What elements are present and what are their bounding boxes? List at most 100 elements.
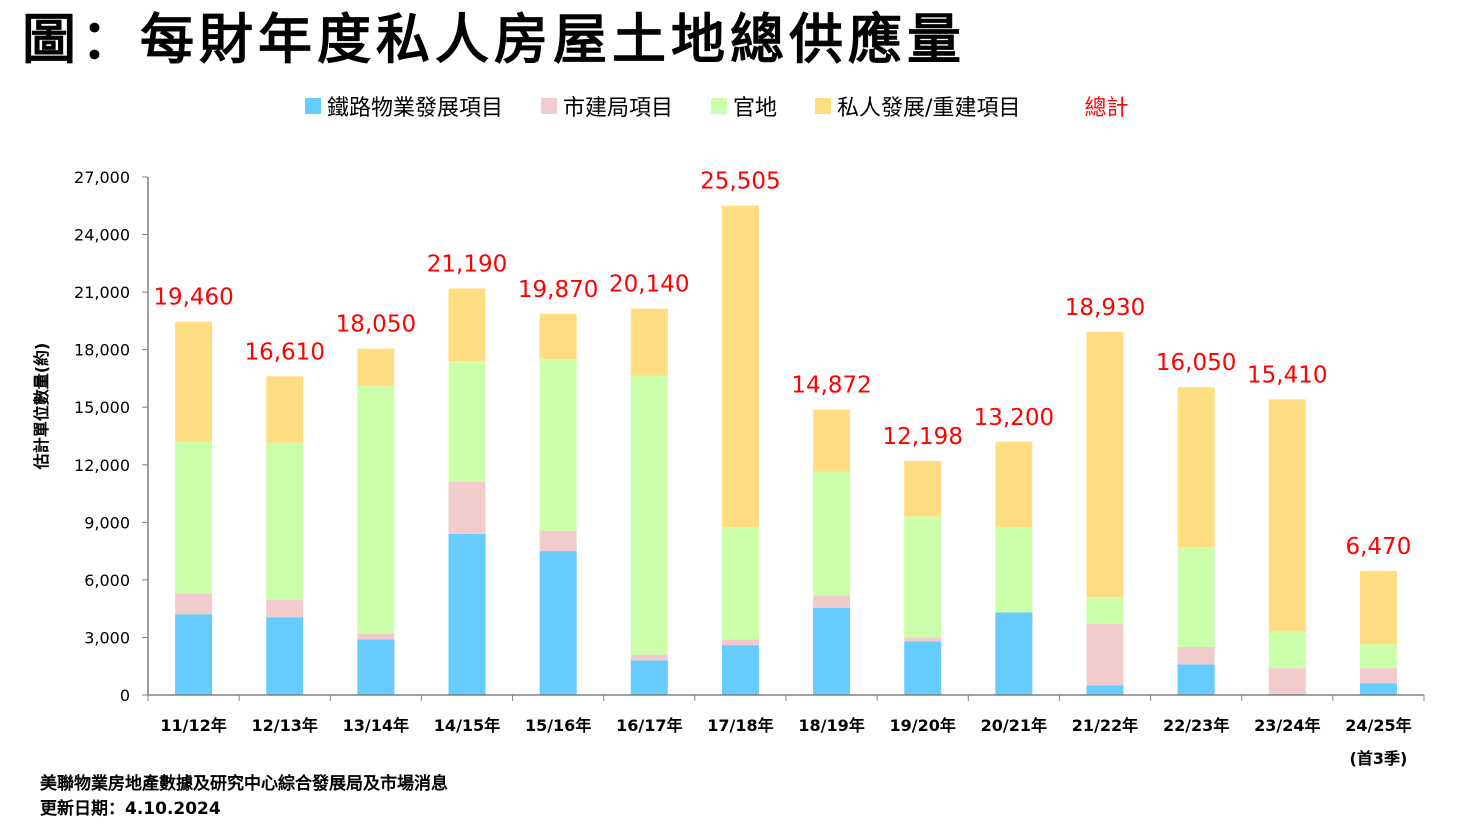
total-label: 19,460 <box>153 285 233 311</box>
bar-segment-government <box>266 442 304 601</box>
source-note: 美聯物業房地產數據及研究中心綜合發展局及市場消息 <box>40 774 448 794</box>
bar-segment-government <box>1359 644 1397 669</box>
bar-segment-private <box>1177 387 1215 548</box>
total-label: 16,610 <box>244 339 324 365</box>
bar-segment-railway <box>357 639 395 695</box>
y-tick-label: 12,000 <box>74 456 130 475</box>
bar-segment-railway <box>721 645 759 695</box>
bar-segment-private <box>266 376 304 443</box>
legend-label-private: 私人發展/重建項目 <box>837 96 1021 121</box>
y-tick-label: 21,000 <box>74 283 130 302</box>
x-tick-label: 20/21年 <box>981 716 1047 735</box>
bar-segment-ura <box>266 600 304 618</box>
bar-segment-railway <box>995 612 1033 695</box>
y-tick-label: 9,000 <box>84 513 130 532</box>
bar-segment-government <box>721 527 759 640</box>
footer: 美聯物業房地產數據及研究中心綜合發展局及市場消息 更新日期：4.10.2024 <box>40 772 448 822</box>
legend-label-total: 總計 <box>1084 96 1129 121</box>
bar-segment-railway <box>448 533 486 695</box>
x-tick-label: 18/19年 <box>798 716 864 735</box>
x-tick-label: 14/15年 <box>434 716 500 735</box>
update-date: 更新日期：4.10.2024 <box>40 799 221 819</box>
bar-segment-private <box>175 321 213 442</box>
bar-segment-ura <box>904 637 942 642</box>
y-tick-label: 27,000 <box>74 168 130 187</box>
bar-segment-government <box>995 527 1033 613</box>
x-tick-note: (首3季) <box>1350 749 1408 768</box>
total-label: 16,050 <box>1156 350 1236 376</box>
total-label: 20,140 <box>609 272 689 298</box>
bar-segment-railway <box>813 607 851 695</box>
y-tick-label: 15,000 <box>74 398 130 417</box>
bar-segment-private <box>630 308 668 376</box>
bar-segment-railway <box>175 614 213 695</box>
total-label: 14,872 <box>791 373 871 399</box>
bar-segment-ura <box>448 482 486 534</box>
bar-segment-ura <box>1359 668 1397 684</box>
bar-segment-government <box>904 516 942 638</box>
total-label: 18,050 <box>336 312 416 338</box>
bar-segment-government <box>1177 547 1215 648</box>
x-tick-label: 16/17年 <box>616 716 682 735</box>
bar-segment-private <box>1268 399 1306 632</box>
x-tick-label: 15/16年 <box>525 716 591 735</box>
x-tick-label: 22/23年 <box>1163 716 1229 735</box>
legend-item-government: 官地 <box>711 90 777 122</box>
y-axis-label: 估計單位數量(約) <box>32 343 51 471</box>
x-tick-label: 21/22年 <box>1072 716 1138 735</box>
legend-label-ura: 市建局項目 <box>563 96 674 121</box>
total-label: 15,410 <box>1247 362 1327 388</box>
bar-segment-ura <box>1177 647 1215 665</box>
y-tick-label: 0 <box>120 686 130 705</box>
bar-segment-private <box>1359 570 1397 645</box>
bar-segment-government <box>1086 597 1124 625</box>
legend-item-ura: 市建局項目 <box>541 90 673 122</box>
bar-segment-government <box>630 375 668 655</box>
bar-segment-railway <box>539 551 577 695</box>
legend-swatch-railway <box>305 98 321 114</box>
x-tick-label: 17/18年 <box>707 716 773 735</box>
legend-item-private: 私人發展/重建項目 <box>815 90 1020 122</box>
y-tick-label: 18,000 <box>74 341 130 360</box>
bar-segment-government <box>1268 631 1306 669</box>
total-label: 19,870 <box>518 277 598 303</box>
total-label: 13,200 <box>974 405 1054 431</box>
legend-swatch-private <box>815 98 832 114</box>
total-label: 25,505 <box>700 169 780 195</box>
bar-segment-railway <box>1086 685 1124 695</box>
bar-segment-railway <box>1177 664 1215 695</box>
bar-segment-ura <box>813 595 851 608</box>
x-tick-label: 12/13年 <box>252 716 318 735</box>
bar-segment-ura <box>630 654 668 661</box>
chart-title: 圖：每財年度私人房屋土地總供應量 <box>22 8 966 71</box>
total-label: 6,470 <box>1345 534 1411 560</box>
bar-segment-government <box>448 361 486 483</box>
bar-segment-private <box>995 441 1033 528</box>
bar-segment-ura <box>1086 624 1124 686</box>
y-tick-label: 3,000 <box>84 628 130 647</box>
bar-segment-private <box>721 205 759 528</box>
x-tick-label: 13/14年 <box>343 716 409 735</box>
bar-segment-railway <box>904 641 942 695</box>
bar-segment-government <box>539 359 577 531</box>
legend-item-railway: 鐵路物業發展項目 <box>305 90 503 122</box>
y-tick-label: 24,000 <box>74 226 130 245</box>
bar-segment-railway <box>630 660 668 695</box>
legend-label-government: 官地 <box>733 96 778 121</box>
bar-segment-private <box>904 460 942 517</box>
bar-segment-private <box>1086 331 1124 598</box>
total-label: 12,198 <box>882 424 962 450</box>
bar-segment-private <box>357 348 395 387</box>
x-tick-label: 24/25年 <box>1345 716 1411 735</box>
total-label: 18,930 <box>1065 295 1145 321</box>
x-tick-label: 11/12年 <box>160 716 226 735</box>
y-tick-label: 6,000 <box>84 571 130 590</box>
bar-segment-ura <box>357 633 395 640</box>
x-tick-label: 19/20年 <box>890 716 956 735</box>
bar-segment-government <box>357 386 395 634</box>
legend-swatch-ura <box>541 98 558 114</box>
bar-segment-ura <box>721 639 759 646</box>
bar-segment-private <box>448 288 486 362</box>
legend-label-railway: 鐵路物業發展項目 <box>327 96 504 121</box>
total-label: 21,190 <box>427 251 507 277</box>
